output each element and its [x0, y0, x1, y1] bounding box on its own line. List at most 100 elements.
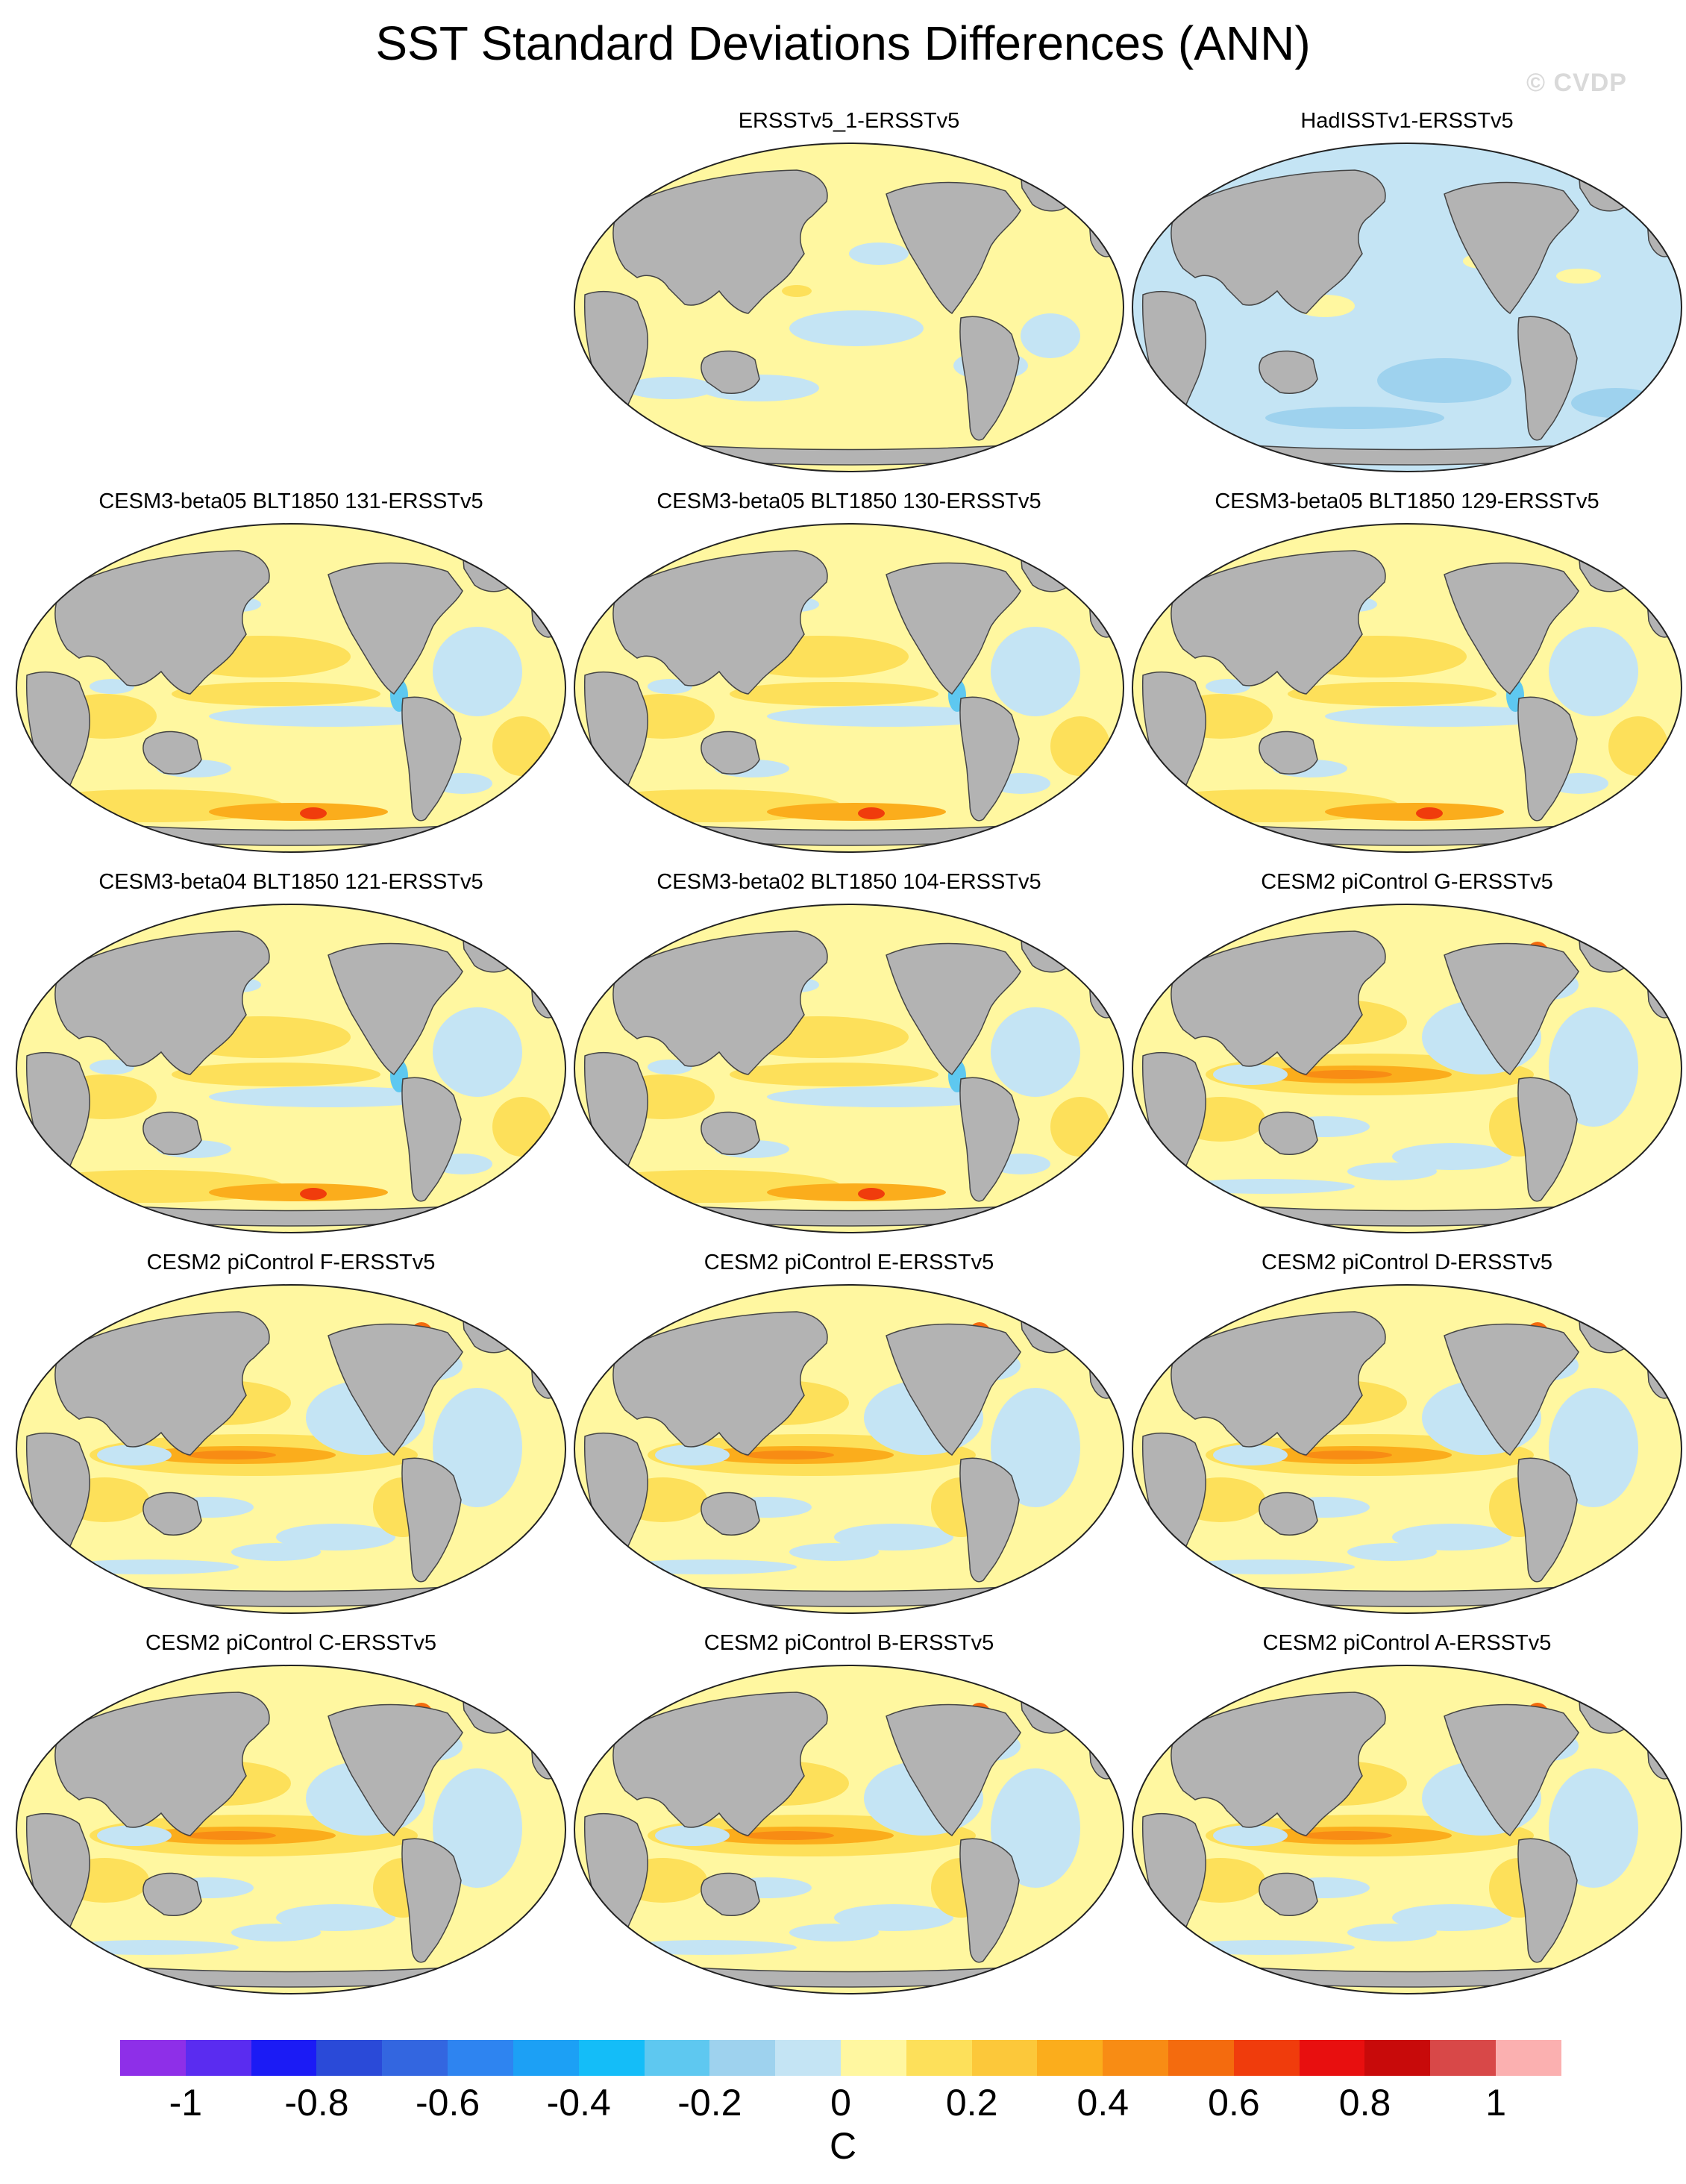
map-panel [573, 522, 1125, 854]
land-mass [886, 562, 1021, 695]
anomaly-region [1416, 807, 1443, 819]
land-mass [886, 1323, 1021, 1456]
anomaly-region [433, 1007, 522, 1097]
anomaly-region [1050, 1097, 1110, 1157]
anomaly-region [1213, 1825, 1288, 1846]
map-border [16, 523, 566, 853]
anomaly-region [97, 1825, 172, 1846]
land-mass [1171, 1311, 1386, 1456]
anomaly-region [1347, 1543, 1437, 1561]
colorbar-swatch [1430, 2040, 1497, 2076]
anomaly-region [858, 1188, 885, 1200]
panel-title: CESM2 piControl F-ERSSTv5 [146, 1251, 436, 1274]
colorbar-swatch [644, 2040, 710, 2076]
map-border [16, 1665, 566, 1994]
panel-title: CESM2 piControl D-ERSSTv5 [1262, 1251, 1552, 1274]
anomaly-region [1325, 706, 1564, 727]
colorbar-labels: -1 -0.8 -0.6 -0.4 -0.2 0 0.2 0.4 0.6 0.8 1 [0, 2080, 1686, 2125]
colorbar-tick-label: 0 [830, 2082, 851, 2124]
watermark: © CVDP [1526, 69, 1627, 97]
land-mass [701, 730, 760, 775]
map-panel [15, 1283, 567, 1615]
anomaly-region [433, 1768, 522, 1888]
anomaly-region [433, 1388, 522, 1507]
anomaly-region [1608, 716, 1668, 776]
land-mass [142, 730, 202, 775]
anomaly-region [1303, 1451, 1392, 1459]
anomaly-region [1392, 1524, 1511, 1551]
land-mass [142, 1111, 202, 1155]
map-panel [573, 1664, 1125, 1995]
land-mass [886, 942, 1021, 1076]
anomaly-region [834, 1524, 953, 1551]
colorbar-tick-label: -0.6 [415, 2082, 480, 2124]
anomaly-region [789, 1543, 879, 1561]
anomaly-region [90, 679, 134, 694]
anomaly-region [745, 1451, 834, 1459]
anomaly-region [1325, 803, 1504, 821]
colorbar-tick-label: 0.4 [1077, 2082, 1129, 2124]
land-mass [612, 550, 828, 695]
anomaly-region [1288, 682, 1497, 706]
robinson-map [1132, 523, 1682, 853]
land-mass [1171, 1692, 1386, 1836]
anomaly-region [187, 1831, 276, 1840]
colorbar-swatch [448, 2040, 513, 2076]
anomaly-region [1021, 313, 1080, 358]
robinson-map [1132, 1284, 1682, 1614]
map-panel [15, 903, 567, 1234]
land-mass [701, 1872, 760, 1916]
land-mass [1444, 1703, 1579, 1837]
land-mass [1444, 942, 1579, 1076]
anomaly-region [767, 706, 1006, 727]
anomaly-region [209, 1086, 448, 1107]
figure-title: SST Standard Deviations Differences (ANN… [375, 16, 1311, 70]
robinson-map [1132, 1665, 1682, 1994]
map-panel [573, 1283, 1125, 1615]
robinson-map [16, 904, 566, 1233]
map-border [16, 904, 566, 1233]
anomaly-region [991, 1388, 1080, 1507]
anomaly-region [300, 807, 327, 819]
map-panel [1131, 142, 1683, 473]
land-mass [328, 1323, 463, 1456]
anomaly-region [1206, 679, 1250, 694]
land-mass [1444, 181, 1579, 315]
anomaly-region [991, 627, 1080, 716]
colorbar-swatch [1103, 2040, 1168, 2076]
land-mass [328, 942, 463, 1076]
map-border [1132, 1284, 1682, 1614]
colorbar-swatch [775, 2040, 841, 2076]
colorbar-swatch [840, 2040, 906, 2076]
colorbar [120, 2040, 1561, 2076]
colorbar-swatch [185, 2040, 251, 2076]
colorbar-tick-label: -0.8 [284, 2082, 349, 2124]
map-border [1132, 904, 1682, 1233]
anomaly-region [767, 1086, 1006, 1107]
land-mass [54, 1311, 270, 1456]
anomaly-region [745, 1831, 834, 1840]
land-mass [1517, 1457, 1578, 1583]
colorbar-swatch [578, 2040, 645, 2076]
colorbar-unit: C [829, 2125, 857, 2167]
anomaly-region [789, 310, 924, 346]
land-mass [612, 1692, 828, 1836]
anomaly-region [172, 682, 380, 706]
land-mass [612, 169, 828, 314]
map-panel [1131, 903, 1683, 1234]
anomaly-region [1556, 269, 1601, 284]
land-mass [959, 1838, 1020, 1963]
land-mass [328, 1703, 463, 1837]
anomaly-region [849, 243, 909, 265]
land-mass [401, 1457, 462, 1583]
panel-title: CESM3-beta05 BLT1850 131-ERSSTv5 [98, 489, 483, 513]
anomaly-region [1347, 1924, 1437, 1941]
anomaly-region [625, 377, 715, 399]
anomaly-region [276, 1904, 395, 1931]
map-border [574, 143, 1124, 472]
anomaly-region [1377, 358, 1511, 403]
colorbar-swatch [971, 2040, 1038, 2076]
anomaly-region [492, 1097, 552, 1157]
anomaly-region [655, 1825, 730, 1846]
colorbar-swatch [316, 2040, 383, 2076]
